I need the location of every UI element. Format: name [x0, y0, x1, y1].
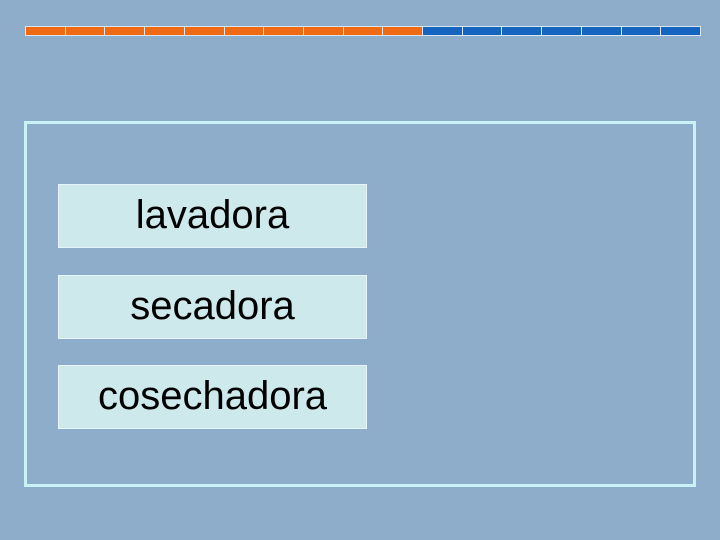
option-card-secadora[interactable]: secadora [58, 275, 367, 339]
progress-segment-remaining [621, 27, 661, 35]
progress-segment-remaining [502, 27, 542, 35]
progress-segment-completed [145, 27, 184, 35]
progress-segment-completed [105, 27, 145, 35]
progress-segment-remaining [661, 27, 700, 35]
progress-segment-completed [383, 27, 423, 35]
option-label: cosechadora [97, 374, 328, 418]
answer-frame [24, 121, 696, 487]
progress-segment-completed [26, 27, 65, 35]
progress-segment-remaining [462, 27, 502, 35]
progress-segment-remaining [542, 27, 581, 35]
progress-segment-completed [184, 27, 224, 35]
option-card-cosechadora[interactable]: cosechadora [58, 365, 367, 429]
progress-segment-remaining [423, 27, 462, 35]
option-label: secadora [130, 284, 295, 328]
progress-segment-completed [65, 27, 105, 35]
progress-segment-completed [224, 27, 264, 35]
option-card-lavadora[interactable]: lavadora [58, 184, 367, 248]
progress-segment-remaining [581, 27, 621, 35]
progress-bar [25, 26, 701, 36]
option-label: lavadora [135, 193, 290, 237]
progress-segment-completed [264, 27, 303, 35]
progress-segment-completed [343, 27, 383, 35]
progress-segment-completed [303, 27, 343, 35]
